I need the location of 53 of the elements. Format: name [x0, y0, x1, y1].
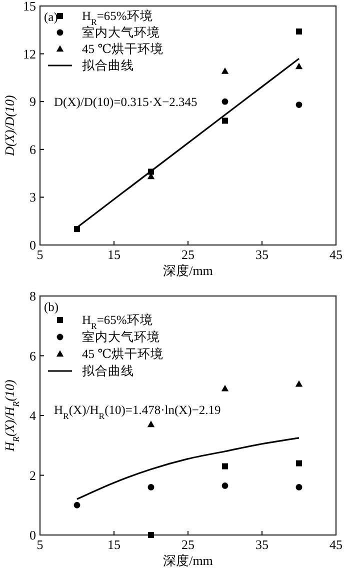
x-tick-label: 15: [108, 537, 120, 552]
annotation: H$_{R}$(X)/H$_{R}$(10)=1.478·ln(X)−2.19: [54, 403, 221, 421]
point: [221, 68, 229, 74]
point: [295, 62, 303, 70]
x-tick-label: 25: [182, 247, 194, 262]
point: [222, 118, 228, 124]
point: [147, 420, 155, 428]
y-tick-label: 2: [30, 468, 36, 483]
point: [296, 460, 302, 466]
annotation: (a): [44, 10, 58, 24]
point: [148, 532, 154, 538]
point: [222, 98, 228, 105]
y-tick-label: 6: [30, 348, 36, 364]
point: [296, 102, 302, 108]
y-axis-title: D(X)/D(10): [2, 95, 17, 157]
y-tick-label: 12: [23, 46, 36, 62]
x-axis-title: 深度/mm: [163, 553, 213, 568]
legend-label: H$_{R}$=65%环境: [82, 312, 153, 331]
point: [295, 380, 303, 387]
y-tick-label: 4: [30, 408, 36, 423]
x-tick-label: 15: [108, 247, 120, 262]
point: [74, 502, 80, 508]
y-tick-label: 0: [30, 528, 36, 542]
x-tick-label: 45: [330, 247, 342, 262]
legend-label: 室内大气环境: [82, 329, 160, 344]
legend-label: 室内大气环境: [82, 24, 160, 40]
point: [221, 384, 229, 392]
y-tick-label: 15: [23, 0, 36, 14]
y-tick-label: 0: [30, 238, 36, 252]
x-tick-label: 25: [182, 537, 194, 552]
annotation: D(X)/D(10)=0.315·X−2.345: [54, 95, 198, 109]
legend-label: 45 ℃烘干环境: [82, 346, 164, 361]
point: [222, 463, 228, 470]
x-axis-title: 深度/mm: [163, 263, 213, 278]
annotation: (b): [44, 300, 59, 314]
legend-label: 拟合曲线: [82, 58, 134, 72]
point: [222, 482, 228, 489]
y-tick-label: 8: [30, 288, 36, 304]
legend-label: 45 ℃烘干环境: [82, 41, 164, 56]
point: [296, 28, 302, 34]
legend-label: 拟合曲线: [82, 364, 134, 378]
x-tick-label: 35: [256, 537, 268, 552]
y-tick-label: 3: [30, 190, 36, 205]
x-tick-label: 35: [256, 247, 268, 262]
line-series: [76, 437, 300, 500]
point: [296, 484, 302, 490]
point: [148, 484, 154, 490]
y-tick-label: 6: [30, 142, 36, 157]
legend-label: H$_{R}$=65%环境: [82, 8, 153, 27]
x-tick-label: 5: [36, 537, 44, 552]
y-tick-label: 9: [30, 94, 36, 110]
x-tick-label: 45: [330, 537, 342, 552]
x-tick-label: 5: [36, 247, 44, 262]
